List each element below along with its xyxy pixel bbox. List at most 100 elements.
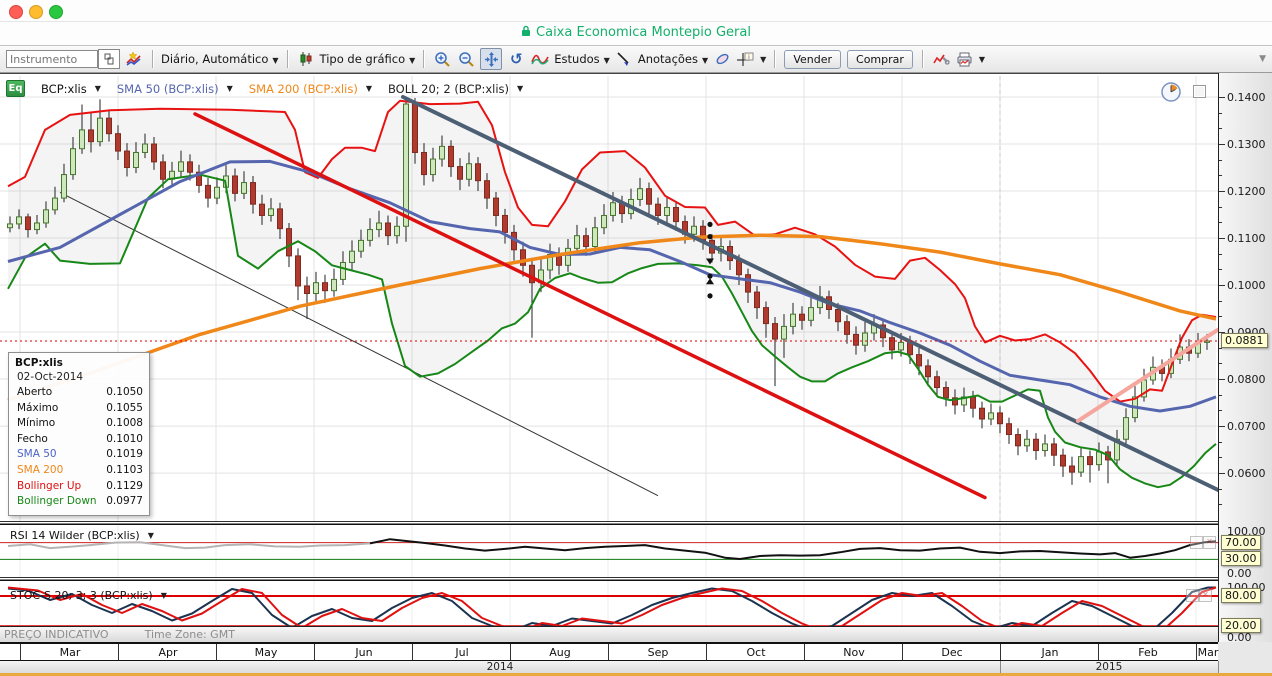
candle-body bbox=[115, 133, 121, 152]
chart-wizard-icon[interactable] bbox=[124, 49, 144, 69]
candle-body bbox=[1087, 456, 1093, 466]
candle-body bbox=[952, 397, 958, 406]
annotations-dropdown[interactable]: Anotações ▼ bbox=[637, 52, 709, 66]
bottom-accent-strip bbox=[0, 673, 1272, 676]
rsi-line[interactable] bbox=[369, 538, 1217, 560]
candle-body bbox=[943, 387, 949, 399]
period-dropdown[interactable]: Diário, Automático ▼ bbox=[161, 52, 279, 66]
candle-body bbox=[1123, 417, 1129, 440]
candle-body bbox=[367, 229, 373, 241]
instrument-search-input[interactable] bbox=[6, 50, 98, 68]
legend-bollinger-dropdown[interactable]: BOLL 20; 2 (BCP:xlis) ▼ bbox=[387, 81, 524, 96]
candle-body bbox=[385, 222, 391, 237]
instrument-list-icon[interactable] bbox=[98, 49, 120, 69]
equity-badge: Eq bbox=[6, 80, 25, 97]
window-title: Caixa Economica Montepio Geral bbox=[0, 25, 1272, 40]
print-icon[interactable]: ▼ bbox=[955, 49, 985, 69]
trendline-slate-downtrend[interactable] bbox=[401, 95, 1218, 493]
pan-mode-icon[interactable] bbox=[480, 48, 503, 70]
candle-body bbox=[898, 341, 904, 351]
tooltip-row: Bollinger Up 0.1129 bbox=[17, 479, 143, 492]
candle-body bbox=[745, 274, 751, 293]
candle-body bbox=[979, 407, 985, 420]
stochastic-legend-dropdown[interactable]: STOC-S 20; 3; 3 (BCP:xlis) ▼ bbox=[10, 589, 167, 602]
crosshair-info-icon[interactable]: i ▼ bbox=[736, 49, 766, 69]
toolbar-separator bbox=[423, 50, 425, 68]
trendline-red-downtrend[interactable] bbox=[193, 112, 987, 500]
studies-dropdown[interactable]: Estudos ▼ bbox=[554, 52, 610, 66]
candle-body bbox=[313, 282, 319, 295]
sell-button[interactable]: Vender bbox=[784, 49, 842, 69]
legend-sma50-dropdown[interactable]: SMA 50 (BCP:xlis) ▼ bbox=[116, 81, 233, 96]
tooltip-row: Bollinger Down 0.0977 bbox=[17, 495, 143, 508]
series-line-bollinger-up[interactable] bbox=[7, 99, 1217, 403]
legend-sma200-dropdown[interactable]: SMA 200 (BCP:xlis) ▼ bbox=[248, 81, 372, 96]
toolbar-separator bbox=[921, 50, 923, 68]
candle-body bbox=[196, 171, 202, 186]
series-line-sma-50[interactable] bbox=[7, 159, 1217, 413]
time-axis-months[interactable]: Mar Apr May Jun Jul Aug Sep Oct Nov Dec Jan Feb Mar bbox=[0, 642, 1218, 661]
zoom-in-icon[interactable] bbox=[432, 49, 452, 69]
chevron-down-icon: ▼ bbox=[160, 591, 167, 600]
candle-body bbox=[646, 188, 652, 205]
session-clock-icon[interactable] bbox=[1160, 81, 1182, 103]
chevron-down-icon: ▼ bbox=[147, 531, 154, 540]
restore-panel-icon[interactable] bbox=[1193, 85, 1206, 98]
price-tick-label: 0.1000 bbox=[1227, 279, 1266, 293]
rsi-close-icon[interactable]: ✕ bbox=[1203, 536, 1216, 549]
undo-icon[interactable]: ↺ bbox=[509, 50, 523, 68]
stoc-line-K[interactable] bbox=[7, 586, 1216, 632]
trendline-thin-downtrend[interactable] bbox=[59, 191, 659, 497]
chart-settings-icon[interactable] bbox=[931, 49, 951, 69]
panel-separator[interactable] bbox=[0, 521, 1272, 525]
candle-body bbox=[106, 117, 112, 135]
price-axis[interactable]: 0.14000.13000.12000.11000.10000.09000.08… bbox=[1218, 73, 1272, 644]
rsi-tick-label: 0.00 bbox=[1227, 567, 1252, 580]
series-line-sma-200[interactable] bbox=[7, 233, 1217, 402]
month-cell: Dec bbox=[902, 644, 1001, 660]
month-cell: Mar bbox=[1196, 644, 1219, 660]
annotation-markers[interactable] bbox=[706, 221, 714, 299]
candle-body bbox=[286, 228, 292, 257]
month-cell: Jul bbox=[412, 644, 511, 660]
candle-body bbox=[430, 158, 436, 176]
zoom-out-icon[interactable] bbox=[456, 49, 476, 69]
candle-body bbox=[34, 222, 40, 231]
maximize-window-button[interactable] bbox=[49, 5, 63, 19]
buy-button[interactable]: Comprar bbox=[847, 49, 913, 69]
stochastic-close-icon[interactable]: ✕ bbox=[1199, 589, 1212, 602]
candle-body bbox=[52, 197, 58, 211]
candle-body bbox=[79, 129, 85, 150]
rsi-line-warmup[interactable] bbox=[7, 541, 371, 550]
main-price-chart bbox=[0, 76, 1218, 521]
candle-body bbox=[358, 239, 364, 252]
candle-body bbox=[934, 376, 940, 389]
rsi-restore-icon[interactable] bbox=[1190, 536, 1203, 549]
close-window-button[interactable] bbox=[9, 5, 23, 19]
minimize-window-button[interactable] bbox=[29, 5, 43, 19]
price-tick-label: 0.0800 bbox=[1227, 373, 1266, 387]
candle-body bbox=[1069, 465, 1075, 473]
candle-body bbox=[259, 203, 265, 216]
legend-instrument-dropdown[interactable]: BCP:xlis ▼ bbox=[41, 81, 101, 96]
stoc-line-D[interactable] bbox=[7, 586, 1217, 632]
month-cell: Jan bbox=[1000, 644, 1099, 660]
candle-body bbox=[916, 354, 922, 367]
trendline-salmon-uptrend[interactable] bbox=[1076, 327, 1218, 423]
month-cell: May bbox=[216, 644, 315, 660]
price-tick-label: 0.1400 bbox=[1227, 91, 1266, 104]
candle-body bbox=[1033, 438, 1039, 452]
candle-body bbox=[637, 188, 643, 200]
panel-separator[interactable] bbox=[0, 577, 1272, 581]
rsi-legend-dropdown[interactable]: RSI 14 Wilder (BCP:xlis) ▼ bbox=[10, 529, 154, 542]
toolbar-overflow-icon[interactable]: ▼ bbox=[1259, 54, 1266, 64]
time-axis-years: 2014 2015 bbox=[0, 661, 1219, 673]
eraser-icon[interactable] bbox=[712, 49, 732, 69]
candle-body bbox=[520, 249, 526, 266]
candle-body bbox=[349, 250, 355, 263]
stochastic-restore-icon[interactable] bbox=[1186, 589, 1199, 602]
chart-type-dropdown[interactable]: Tipo de gráfico ▼ bbox=[319, 52, 416, 66]
price-tick-label: 0.0600 bbox=[1227, 467, 1266, 481]
toolbar-separator bbox=[152, 50, 153, 68]
candle-body bbox=[322, 282, 328, 292]
